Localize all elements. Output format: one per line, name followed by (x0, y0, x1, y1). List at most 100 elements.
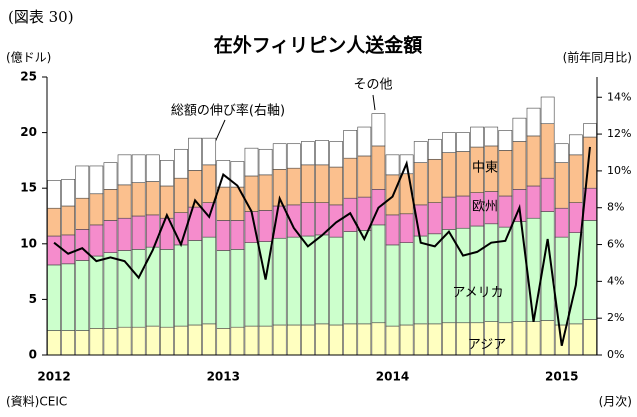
bar-segment (315, 164, 329, 203)
bar-segment (301, 235, 315, 326)
bar-segment (286, 204, 301, 238)
bar-segment (47, 330, 61, 356)
bar-segment (75, 229, 90, 261)
bar-segment (371, 322, 386, 356)
bar-segment (47, 264, 61, 331)
bar-segment (286, 236, 301, 326)
bar-segment (343, 130, 358, 159)
bar-segment (117, 154, 132, 186)
y2-tick-label: 2% (607, 311, 624, 324)
bar-segment (568, 134, 583, 156)
bar-segment (61, 205, 76, 236)
bar-segment (286, 167, 301, 206)
bar-segment (526, 107, 541, 137)
bar-segment (540, 96, 555, 125)
bar-segment (526, 321, 541, 356)
bar-segment (568, 202, 583, 233)
bar-segment (484, 223, 499, 322)
y-tick-label: 0 (29, 348, 37, 362)
bar-segment (301, 202, 315, 237)
y2-tick-label: 6% (607, 238, 624, 251)
bar-segment (371, 145, 386, 190)
bar-segment (103, 162, 118, 190)
bar-segment (75, 165, 90, 199)
bar-segment (357, 155, 372, 198)
bar-segment (244, 325, 259, 356)
bar-segment (442, 132, 456, 153)
source: (資料)CEIC (6, 395, 67, 409)
bar-segment (357, 196, 372, 231)
y2-tick-label: 8% (607, 201, 624, 214)
bar-segment (442, 152, 456, 198)
bar-segment (427, 138, 442, 160)
bar-segment (540, 320, 555, 356)
bar-segment (456, 151, 470, 197)
bar-segment (484, 126, 499, 147)
bar-segment (202, 164, 217, 203)
bar-segment (526, 185, 541, 219)
bar-segment (174, 177, 188, 213)
growth-line (53, 146, 591, 347)
annotation-arrow (372, 94, 376, 111)
bar-segment (258, 148, 273, 176)
bar-segment (61, 179, 76, 207)
x-tick-label: 2014 (376, 370, 409, 384)
bar-segment (413, 141, 428, 163)
bar-segment (230, 249, 245, 328)
bar-segment (413, 235, 428, 325)
bar-segment (498, 195, 513, 228)
bar-segment (526, 217, 541, 322)
bar-segment (286, 324, 301, 356)
bar-segment (272, 143, 287, 170)
y2-tick-label: 10% (607, 164, 631, 177)
bar-segment (131, 182, 146, 217)
bar-segment (103, 328, 118, 356)
bar-segment (301, 324, 315, 356)
bar-segment (554, 143, 569, 163)
bar-segment (75, 260, 90, 331)
bar-segment (498, 150, 513, 197)
bar-segment (216, 186, 231, 221)
bar-segment (456, 132, 470, 152)
bar-segment (244, 175, 259, 212)
bar-segment (385, 214, 400, 246)
bar-segment (357, 323, 372, 356)
x-tick-label: 2015 (545, 370, 578, 384)
bar-segment (202, 323, 217, 356)
bar-segment (174, 244, 188, 327)
bar-segment (230, 220, 245, 250)
y-tick-label: 20 (20, 125, 37, 139)
bar-segment (89, 328, 104, 356)
bar-segment (174, 325, 188, 356)
bar-segment (230, 326, 245, 356)
bar-segment (357, 230, 372, 325)
bar-segment (188, 324, 202, 356)
y2-tick-label: 4% (607, 274, 624, 287)
bar-segment (526, 135, 541, 187)
bar-segment (216, 250, 231, 329)
bar-segment (343, 323, 358, 356)
bar-segment (413, 323, 428, 356)
bar-segment (540, 177, 555, 212)
bar-segment (272, 237, 287, 326)
bar-segment (89, 255, 104, 329)
bar-segment (583, 123, 597, 138)
bar-segment (47, 207, 61, 237)
bar-segment (272, 324, 287, 356)
bar-segment (103, 252, 118, 329)
bar-segment (568, 323, 583, 356)
x-tick-label: 2013 (207, 370, 240, 384)
figure-label: (図表 30) (8, 8, 74, 26)
bar-segment (554, 162, 569, 209)
bar-segment (174, 148, 188, 179)
bar-segment (371, 113, 386, 147)
bar-segment (583, 220, 597, 320)
bar-segment (145, 181, 160, 216)
bar-segment (61, 263, 76, 331)
bar-segment (512, 221, 527, 322)
bar-segment (258, 210, 273, 242)
x-tick-label: 2012 (37, 370, 70, 384)
bar-segment (75, 197, 90, 230)
bar-segment (399, 213, 414, 243)
bar-segment (583, 319, 597, 356)
